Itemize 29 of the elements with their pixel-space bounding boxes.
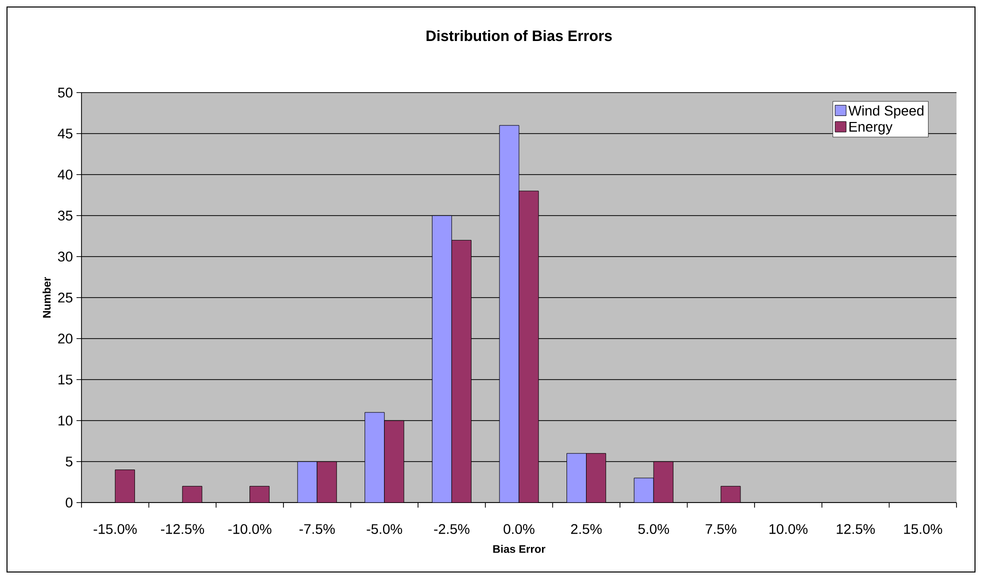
y-axis-title: Number: [42, 277, 51, 318]
x-tick-label: 0.0%: [504, 524, 534, 534]
x-tick-label: 2.5%: [571, 524, 602, 534]
x-tick-label: 10.0%: [770, 524, 808, 534]
y-tick-label: 0: [66, 498, 72, 508]
x-tick-label: 15.0%: [904, 524, 942, 534]
y-tick-label: 35: [58, 210, 72, 221]
y-tick-label: 15: [58, 374, 72, 384]
y-tick-label: 10: [58, 416, 72, 426]
x-tick-label: -12.5%: [160, 524, 204, 534]
y-tick-label: 40: [58, 170, 72, 180]
x-axis-title: Bias Error: [493, 544, 546, 553]
x-tick-label: -5.0%: [366, 524, 402, 534]
y-tick-label: 50: [58, 88, 72, 98]
legend-label: Energy: [849, 122, 892, 134]
x-tick-label: -15.0%: [94, 524, 137, 534]
x-tick-label: 7.5%: [706, 524, 736, 534]
x-tick-label: 12.5%: [836, 524, 875, 534]
y-tick-label: 25: [58, 292, 72, 303]
x-tick-label: 5.0%: [638, 524, 670, 534]
x-tick-label: -10.0%: [228, 524, 272, 534]
x-tick-label: -2.5%: [434, 524, 470, 534]
chart-title: Distribution of Bias Errors: [426, 30, 612, 42]
y-tick-label: 20: [58, 334, 72, 344]
y-tick-label: 5: [66, 456, 72, 466]
y-tick-label: 30: [58, 252, 72, 262]
y-tick-label: 45: [58, 128, 72, 138]
x-tick-label: -7.5%: [299, 524, 335, 534]
legend-label: Wind Speed: [848, 105, 924, 118]
